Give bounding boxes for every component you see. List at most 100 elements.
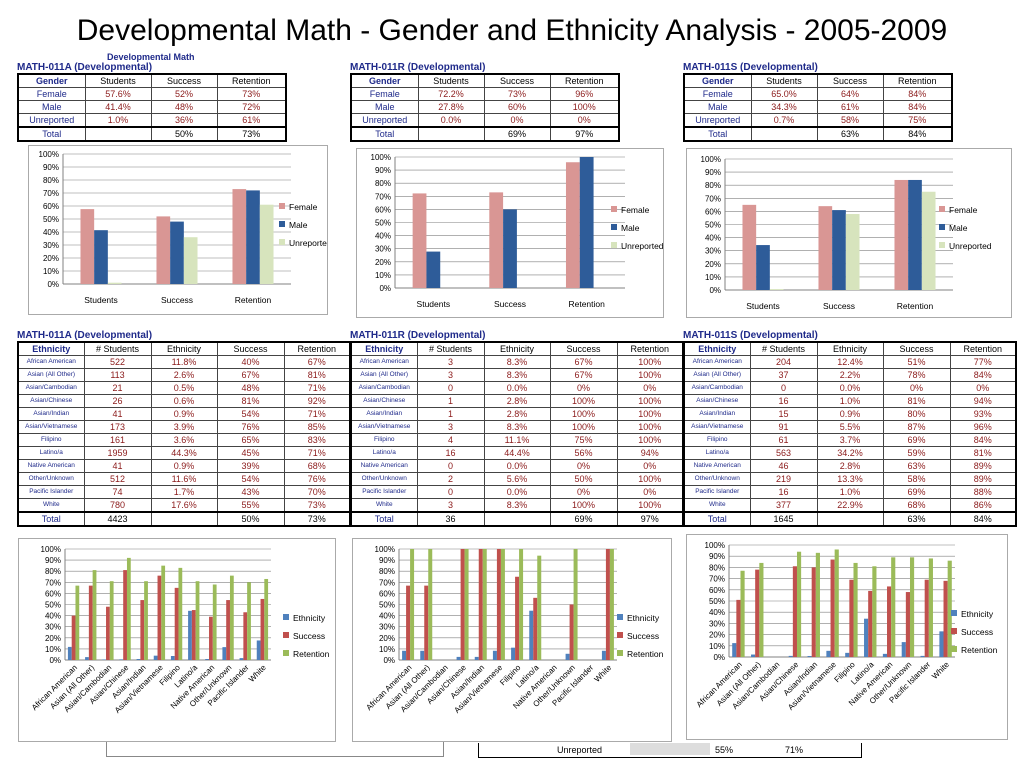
table-header-row: Gender Students Success Retention [17, 73, 287, 88]
ethnicity-bar-chart: 0% 10% 20% 30% 40% 50% 60% 70% 80% 90% 100% African… [352, 538, 672, 742]
column-header: Success [483, 73, 551, 88]
table-cell: 16 [749, 485, 818, 499]
bar-female [818, 206, 833, 290]
x-tick-label: Success [823, 301, 855, 311]
y-tick-label: 50% [705, 221, 721, 230]
total-label: Total [17, 126, 86, 142]
row-label: Asian/Indian [683, 407, 751, 421]
total-cell: 69% [483, 126, 551, 142]
ethnicity-table-block: MATH-011R (Developmental) Ethnicity # Stud… [350, 330, 684, 527]
row-label: Asian/Chinese [350, 394, 418, 408]
ethnicity-table: Ethnicity # Students Ethnicity Success Reten… [350, 341, 684, 527]
row-label: Asian (All Other) [683, 368, 751, 382]
row-label: Pacific Islander [350, 485, 418, 499]
table-row: African American 204 12.4% 51% 77% [683, 355, 1017, 369]
table-cell: 1.0% [84, 113, 152, 128]
bar-ethnicity [901, 642, 906, 657]
bar-retention [609, 549, 614, 660]
bar-success [406, 585, 411, 660]
bar-retention [464, 549, 469, 660]
legend-swatch [939, 242, 945, 248]
y-tick-label: 0% [713, 653, 725, 662]
y-tick-label: 20% [709, 631, 725, 640]
table-cell: 2.8% [483, 394, 551, 408]
gender-table-course-title: MATH-011A (Developmental) [17, 62, 153, 73]
table-cell: 3 [416, 498, 485, 513]
bar-retention [891, 557, 896, 657]
row-label: Female [683, 87, 752, 101]
y-tick-label: 60% [45, 589, 61, 598]
total-cell: 73% [283, 511, 351, 527]
table-cell: 113 [83, 368, 152, 382]
bar-retention [872, 566, 877, 657]
column-header: Ethnicity [150, 341, 218, 356]
row-label: Asian (All Other) [350, 368, 418, 382]
fragment-success: 55% [715, 745, 734, 755]
x-tick-label: White [930, 660, 951, 681]
bar-retention [796, 551, 802, 657]
y-tick-label: 70% [375, 192, 391, 201]
table-row: Asian (All Other) 37 2.2% 78% 84% [683, 368, 1017, 382]
y-tick-label: 90% [375, 166, 391, 175]
y-tick-label: 0% [383, 656, 395, 665]
table-cell: 27.8% [417, 100, 485, 114]
row-label: Asian/Indian [17, 407, 85, 421]
table-row: Filipino 61 3.7% 69% 84% [683, 433, 1017, 447]
bar-retention [212, 584, 217, 660]
table-cell: 81% [882, 394, 951, 408]
bar-ethnicity [920, 655, 925, 657]
y-tick-label: 30% [375, 245, 391, 254]
bar-ethnicity [239, 658, 244, 660]
legend-label: Unreported [949, 241, 992, 251]
legend-label: Female [289, 202, 318, 212]
legend-label: Ethnicity [627, 613, 660, 623]
table-cell: 65.0% [750, 87, 818, 101]
gender-bar-chart: 0% 10% 20% 30% 40% 50% 60% 70% 80% 90% 100% Student… [28, 145, 328, 315]
y-tick-label: 100% [41, 545, 61, 554]
table-cell: 64% [816, 87, 884, 101]
table-cell: 100% [616, 368, 684, 382]
bar-female [894, 179, 909, 290]
table-cell: 72% [216, 100, 287, 114]
bar-male [832, 210, 846, 290]
table-cell: 46 [749, 459, 818, 473]
bar-success [460, 549, 465, 660]
bar-success [515, 576, 520, 660]
total-cell: 63% [882, 511, 951, 527]
y-tick-label: 80% [43, 176, 59, 185]
bar-success [157, 575, 162, 660]
gender-table-block: MATH-011R (Developmental) Gender Students S… [350, 62, 620, 142]
column-header: Ethnicity [683, 341, 751, 356]
table-cell: 13.3% [816, 472, 884, 486]
bar-success [478, 549, 483, 660]
y-tick-label: 50% [43, 215, 59, 224]
bar-male [426, 251, 441, 288]
table-row: Asian/Vietnamese 173 3.9% 76% 85% [17, 420, 351, 434]
table-cell: 81% [283, 368, 351, 382]
table-cell: 84% [949, 433, 1017, 447]
column-header: Retention [549, 73, 620, 88]
legend-swatch [611, 224, 617, 230]
y-tick-label: 10% [375, 271, 391, 280]
legend-label: Male [949, 223, 968, 233]
table-cell: 0 [416, 459, 485, 473]
table-row: Asian (All Other) 113 2.6% 67% 81% [17, 368, 351, 382]
legend-label: Success [293, 631, 325, 641]
bar-success [533, 597, 538, 660]
table-header-row: Ethnicity # Students Ethnicity Success Reten… [350, 341, 684, 356]
y-tick-label: 10% [379, 645, 395, 654]
table-cell: 61 [749, 433, 818, 447]
legend-swatch [283, 632, 289, 638]
legend-swatch [279, 203, 285, 209]
bar-success [887, 586, 892, 657]
gender-bar-chart: 0% 10% 20% 30% 40% 50% 60% 70% 80% 90% 100% Student… [356, 148, 664, 318]
y-tick-label: 70% [379, 578, 395, 587]
row-label: African American [350, 355, 418, 369]
y-tick-label: 20% [379, 634, 395, 643]
total-cell: 50% [216, 511, 285, 527]
table-row: Asian/Vietnamese 91 5.5% 87% 96% [683, 420, 1017, 434]
table-cell: 58% [816, 113, 884, 128]
legend-label: Male [289, 220, 308, 230]
y-tick-label: 70% [45, 578, 61, 587]
table-cell: 2.8% [816, 459, 884, 473]
